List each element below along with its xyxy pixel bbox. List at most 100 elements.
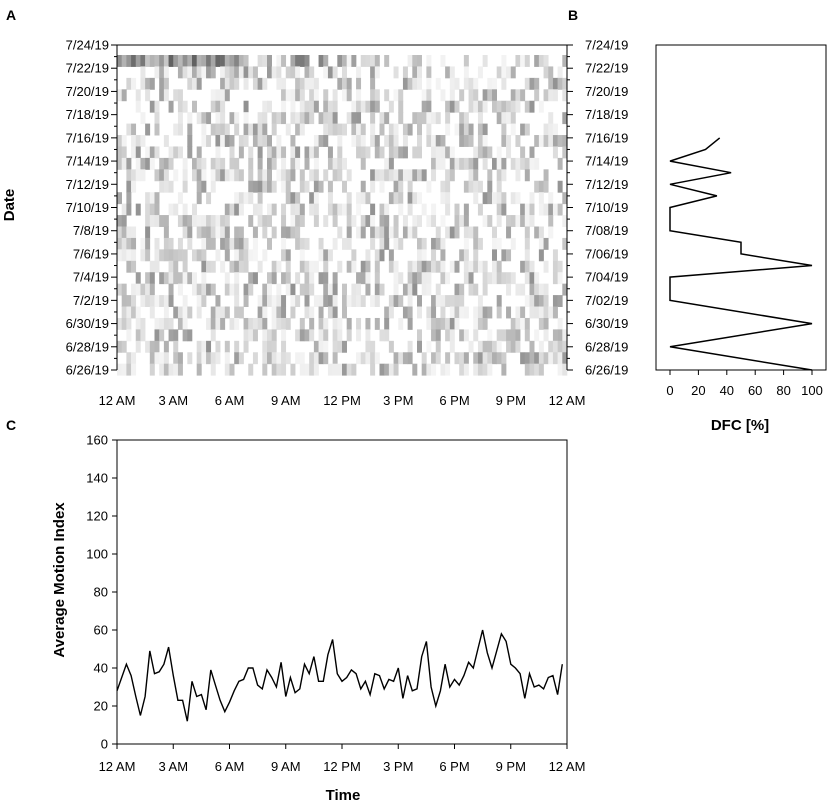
heatmap-cell — [323, 317, 329, 330]
heatmap-cell — [337, 55, 343, 67]
heatmap-y-tick-label-right: 7/18/19 — [585, 107, 628, 122]
heatmap-cell — [534, 363, 540, 376]
heatmap-cell — [379, 180, 385, 193]
heatmap-cell — [538, 295, 544, 307]
heatmap-cell — [313, 192, 319, 205]
heatmap-cell — [454, 157, 460, 170]
heatmap-cell — [224, 283, 230, 296]
heatmap-cell — [435, 77, 441, 90]
heatmap-cell — [131, 169, 137, 182]
heatmap-cell — [524, 55, 530, 67]
heatmap-cell — [468, 135, 474, 147]
heatmap-cell — [417, 123, 422, 136]
heatmap-cell — [285, 180, 291, 193]
heatmap-cell — [534, 226, 540, 239]
heatmap-cell — [346, 169, 352, 182]
heatmap-cell — [196, 169, 202, 182]
heatmap-cell — [449, 66, 455, 79]
heatmap-cell — [454, 317, 460, 330]
heatmap-cell — [449, 89, 455, 102]
heatmap-cell — [370, 340, 376, 353]
heatmap-cell — [206, 283, 212, 296]
heatmap-cell — [267, 55, 272, 67]
heatmap-cell — [206, 237, 212, 250]
heatmap-cell — [145, 55, 151, 67]
heatmap-cell — [515, 100, 521, 113]
heatmap-cell — [154, 317, 160, 330]
heatmap-cell — [192, 77, 197, 90]
heatmap-cell — [154, 123, 160, 136]
heatmap-cell — [243, 295, 249, 307]
heatmap-cell — [421, 169, 427, 182]
heatmap-cell — [215, 55, 221, 67]
heatmap-cell — [407, 180, 413, 193]
heatmap-cell — [496, 340, 502, 353]
heatmap-cell — [262, 77, 268, 90]
heatmap-cell — [506, 100, 512, 113]
heatmap-cell — [309, 112, 315, 125]
heatmap-cell — [562, 237, 568, 250]
heatmap-cell — [506, 329, 512, 342]
heatmap-cell — [149, 352, 155, 365]
heatmap-cell — [271, 180, 277, 193]
heatmap-cell — [356, 329, 362, 342]
heatmap-cell — [281, 363, 287, 376]
heatmap-cell — [337, 340, 343, 353]
heatmap-cell — [140, 237, 146, 250]
heatmap-cell — [346, 77, 352, 90]
heatmap-cell — [229, 66, 235, 79]
heatmap-cell — [487, 363, 493, 376]
heatmap-cell — [506, 306, 512, 319]
heatmap-cell — [365, 146, 371, 159]
heatmap-cell — [384, 237, 390, 250]
heatmap-cell — [238, 146, 244, 159]
heatmap-cell — [370, 123, 376, 136]
heatmap-cell — [327, 180, 333, 193]
heatmap-y-tick-label-left: 6/26/19 — [66, 363, 109, 378]
heatmap-cell — [538, 317, 544, 330]
heatmap-cell — [426, 180, 432, 193]
heatmap-cell — [243, 112, 249, 125]
heatmap-cell — [173, 203, 179, 216]
heatmap-cell — [421, 249, 427, 262]
heatmap-cell — [163, 317, 169, 330]
heatmap-cell — [506, 226, 512, 239]
heatmap-cell — [177, 192, 183, 205]
heatmap-cell — [463, 363, 469, 376]
heatmap-cell — [543, 169, 549, 182]
heatmap-cell — [295, 203, 301, 216]
heatmap-cell — [252, 272, 258, 285]
heatmap-cell — [346, 317, 352, 330]
heatmap-cell — [182, 203, 188, 216]
heatmap-cell — [477, 203, 483, 216]
heatmap-y-tick-label-left: 7/16/19 — [66, 130, 109, 145]
heatmap-cell — [445, 272, 451, 285]
heatmap-cell — [234, 55, 240, 67]
heatmap-cell — [309, 192, 315, 205]
heatmap-cell — [145, 237, 151, 250]
heatmap-cell — [215, 169, 221, 182]
heatmap-cell — [562, 112, 568, 125]
heatmap-cell — [281, 169, 287, 182]
heatmap-cell — [562, 363, 568, 376]
heatmap-cell — [417, 192, 422, 205]
heatmap-cell — [224, 226, 230, 239]
heatmap-cell — [262, 363, 268, 376]
heatmap-cell — [459, 135, 465, 147]
heatmap-cell — [313, 352, 319, 365]
heatmap-cell — [224, 215, 230, 227]
heatmap-cell — [529, 192, 535, 205]
heatmap-cell — [131, 123, 137, 136]
heatmap-cell — [290, 192, 296, 205]
heatmap-cell — [332, 352, 338, 365]
heatmap-cell — [417, 329, 422, 342]
dfc-series-line — [669, 137, 813, 371]
heatmap-cell — [421, 89, 427, 102]
heatmap-cell — [154, 260, 160, 273]
heatmap-cell — [323, 100, 329, 113]
heatmap-cell — [332, 157, 338, 170]
heatmap-cell — [196, 249, 202, 262]
heatmap-cell — [501, 157, 507, 170]
heatmap-cell — [229, 203, 235, 216]
heatmap-cell — [342, 203, 347, 216]
